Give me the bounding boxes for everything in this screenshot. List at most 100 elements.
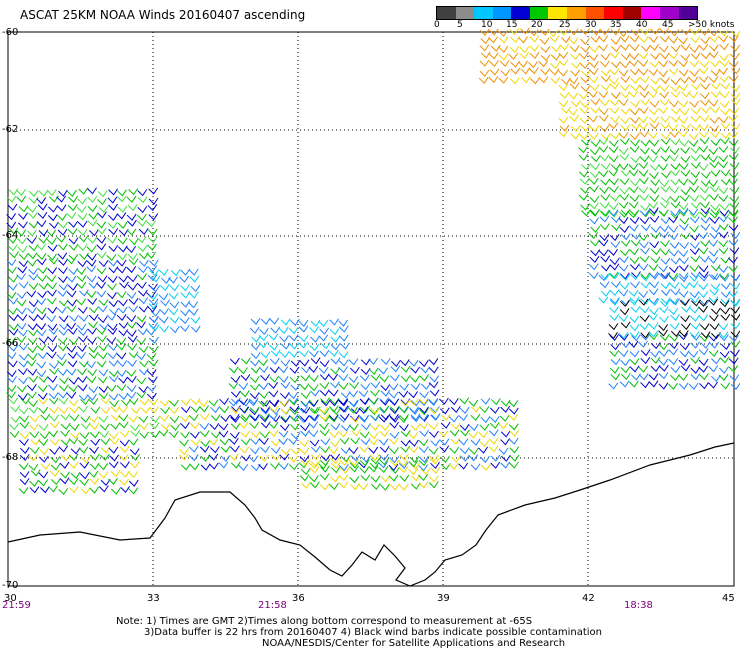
wind-barb xyxy=(518,36,528,44)
wind-barb xyxy=(260,399,271,407)
wind-barb xyxy=(108,228,119,236)
wind-barb xyxy=(108,446,119,454)
wind-barb xyxy=(127,335,138,343)
wind-barb xyxy=(8,314,19,322)
wind-barb xyxy=(700,179,711,187)
wind-barb xyxy=(57,344,68,352)
wind-barb xyxy=(580,203,591,211)
wind-barb xyxy=(608,169,619,177)
wind-barb xyxy=(258,341,269,349)
wind-barb xyxy=(119,445,130,453)
wind-barb xyxy=(7,360,18,368)
wind-barb xyxy=(320,397,330,405)
wind-barb xyxy=(299,415,310,423)
wind-barb xyxy=(659,52,670,60)
wind-barb xyxy=(370,373,381,381)
wind-barb xyxy=(149,259,159,267)
wind-barb xyxy=(680,169,691,177)
wind-barb xyxy=(189,463,200,471)
wind-barb xyxy=(220,445,231,453)
wind-barb xyxy=(79,252,89,260)
wind-barb xyxy=(129,238,139,246)
legend-label-35: 35 xyxy=(610,20,622,30)
wind-barb xyxy=(648,207,659,215)
wind-barb xyxy=(418,446,429,454)
wind-barb xyxy=(479,423,490,431)
wind-barb xyxy=(18,252,29,261)
wind-barb xyxy=(609,234,620,242)
wind-barb xyxy=(210,406,221,414)
wind-barb xyxy=(640,274,651,282)
wind-barb xyxy=(28,268,38,276)
wind-barb xyxy=(269,317,280,325)
wind-barb xyxy=(608,155,619,163)
wind-barb xyxy=(250,352,261,360)
wind-barb xyxy=(308,421,319,429)
wind-barb xyxy=(629,331,640,339)
wind-barb xyxy=(479,406,490,414)
wind-barb xyxy=(229,453,239,461)
wind-barb xyxy=(28,463,39,471)
wind-barb xyxy=(37,291,47,299)
wind-barb xyxy=(89,477,100,485)
wind-barb xyxy=(77,306,88,314)
wind-barb xyxy=(468,431,479,439)
wind-barb xyxy=(379,375,390,383)
wind-barb xyxy=(118,275,129,283)
wind-barb xyxy=(728,153,739,161)
wind-barb xyxy=(330,343,341,351)
wind-barb xyxy=(719,101,730,109)
wind-barb xyxy=(590,155,601,163)
wind-barb xyxy=(630,28,641,36)
wind-barb xyxy=(679,217,690,225)
wind-barb xyxy=(700,223,711,231)
wind-barb xyxy=(408,432,419,440)
wind-barb xyxy=(708,239,719,247)
wind-barb xyxy=(420,467,431,475)
wind-barb xyxy=(588,202,599,210)
wind-barb xyxy=(97,190,108,198)
wind-barb xyxy=(670,78,681,86)
wind-barb xyxy=(519,51,529,59)
wind-barb xyxy=(138,297,149,305)
wind-barb xyxy=(116,291,127,299)
wind-barb xyxy=(299,350,309,358)
wind-barb xyxy=(631,373,641,381)
wind-barb xyxy=(648,68,659,76)
wind-barb xyxy=(698,291,709,299)
legend-swatch xyxy=(622,7,642,19)
wind-barb xyxy=(698,314,709,322)
wind-barb xyxy=(500,454,511,462)
wind-barb xyxy=(147,228,158,236)
wind-barb xyxy=(19,415,30,423)
wind-barb xyxy=(38,438,49,446)
wind-barb xyxy=(698,305,708,313)
wind-barb xyxy=(350,483,360,491)
wind-barb xyxy=(619,256,629,264)
wind-barb xyxy=(528,29,539,37)
wind-barb xyxy=(709,314,719,322)
wind-barb xyxy=(620,137,630,145)
wind-barb xyxy=(97,211,107,219)
wind-barb xyxy=(390,459,400,467)
wind-barb xyxy=(700,37,711,45)
wind-barb xyxy=(117,237,128,245)
legend-swatch xyxy=(567,7,586,19)
wind-barb xyxy=(188,268,199,276)
wind-barb xyxy=(250,375,260,384)
wind-barb xyxy=(190,285,201,293)
wind-barb xyxy=(710,225,721,233)
wind-barb xyxy=(620,359,630,367)
wind-barb xyxy=(338,481,349,489)
wind-barb xyxy=(298,335,309,343)
wind-barb xyxy=(96,290,107,298)
wind-barb xyxy=(640,297,651,305)
wind-barb xyxy=(708,76,719,84)
wind-barb xyxy=(600,53,611,61)
wind-barb xyxy=(8,397,19,405)
wind-barb xyxy=(126,391,137,399)
wind-barb xyxy=(319,422,329,430)
wind-barb xyxy=(99,430,109,438)
wind-barb xyxy=(50,438,60,446)
wind-barb xyxy=(278,375,289,383)
